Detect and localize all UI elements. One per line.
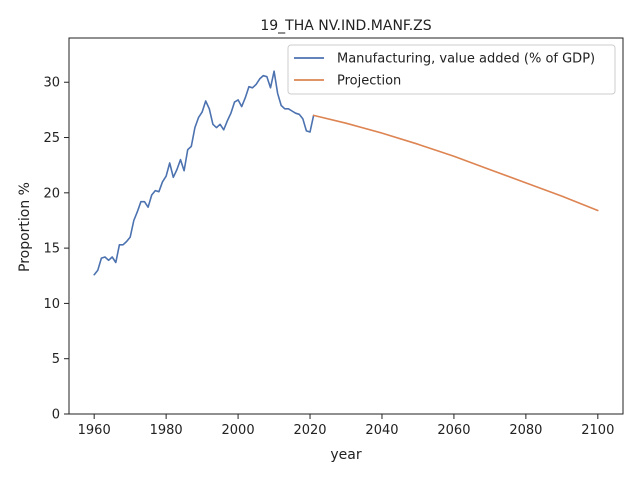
y-axis-label: Proportion % <box>17 182 33 272</box>
series-line-projection <box>312 114 599 212</box>
x-tick-label: 2040 <box>365 423 398 438</box>
x-tick-label: 1960 <box>78 423 111 438</box>
x-tick-label: 1980 <box>150 423 183 438</box>
legend: Manufacturing, value added (% of GDP) Pro… <box>287 44 616 95</box>
y-tick-label: 0 <box>52 408 60 423</box>
x-tick-label: 2080 <box>509 423 542 438</box>
x-tick-label: 2060 <box>437 423 470 438</box>
series-lines <box>93 70 599 276</box>
y-tick-label: 30 <box>43 76 60 91</box>
x-tick-label: 2100 <box>581 423 614 438</box>
y-tick-label: 20 <box>43 186 60 201</box>
chart-title: 19_THA NV.IND.MANF.ZS <box>260 18 431 34</box>
series-line-manufacturing <box>93 70 315 276</box>
x-axis-label: year <box>330 447 361 463</box>
y-tick-label: 15 <box>43 242 60 257</box>
legend-label: Manufacturing, value added (% of GDP) <box>337 52 595 67</box>
y-tick-label: 10 <box>43 297 60 312</box>
legend-box <box>287 44 616 95</box>
plot-frame <box>68 37 624 415</box>
y-tick-label: 25 <box>43 131 60 146</box>
y-tick-label: 5 <box>52 352 60 367</box>
axis-ticks: 1960 1980 2000 2020 2040 2060 2080 2100 0 5 10 15 20… <box>43 76 614 438</box>
x-tick-label: 2000 <box>222 423 255 438</box>
legend-label: Projection <box>337 74 401 89</box>
x-tick-label: 2020 <box>293 423 326 438</box>
